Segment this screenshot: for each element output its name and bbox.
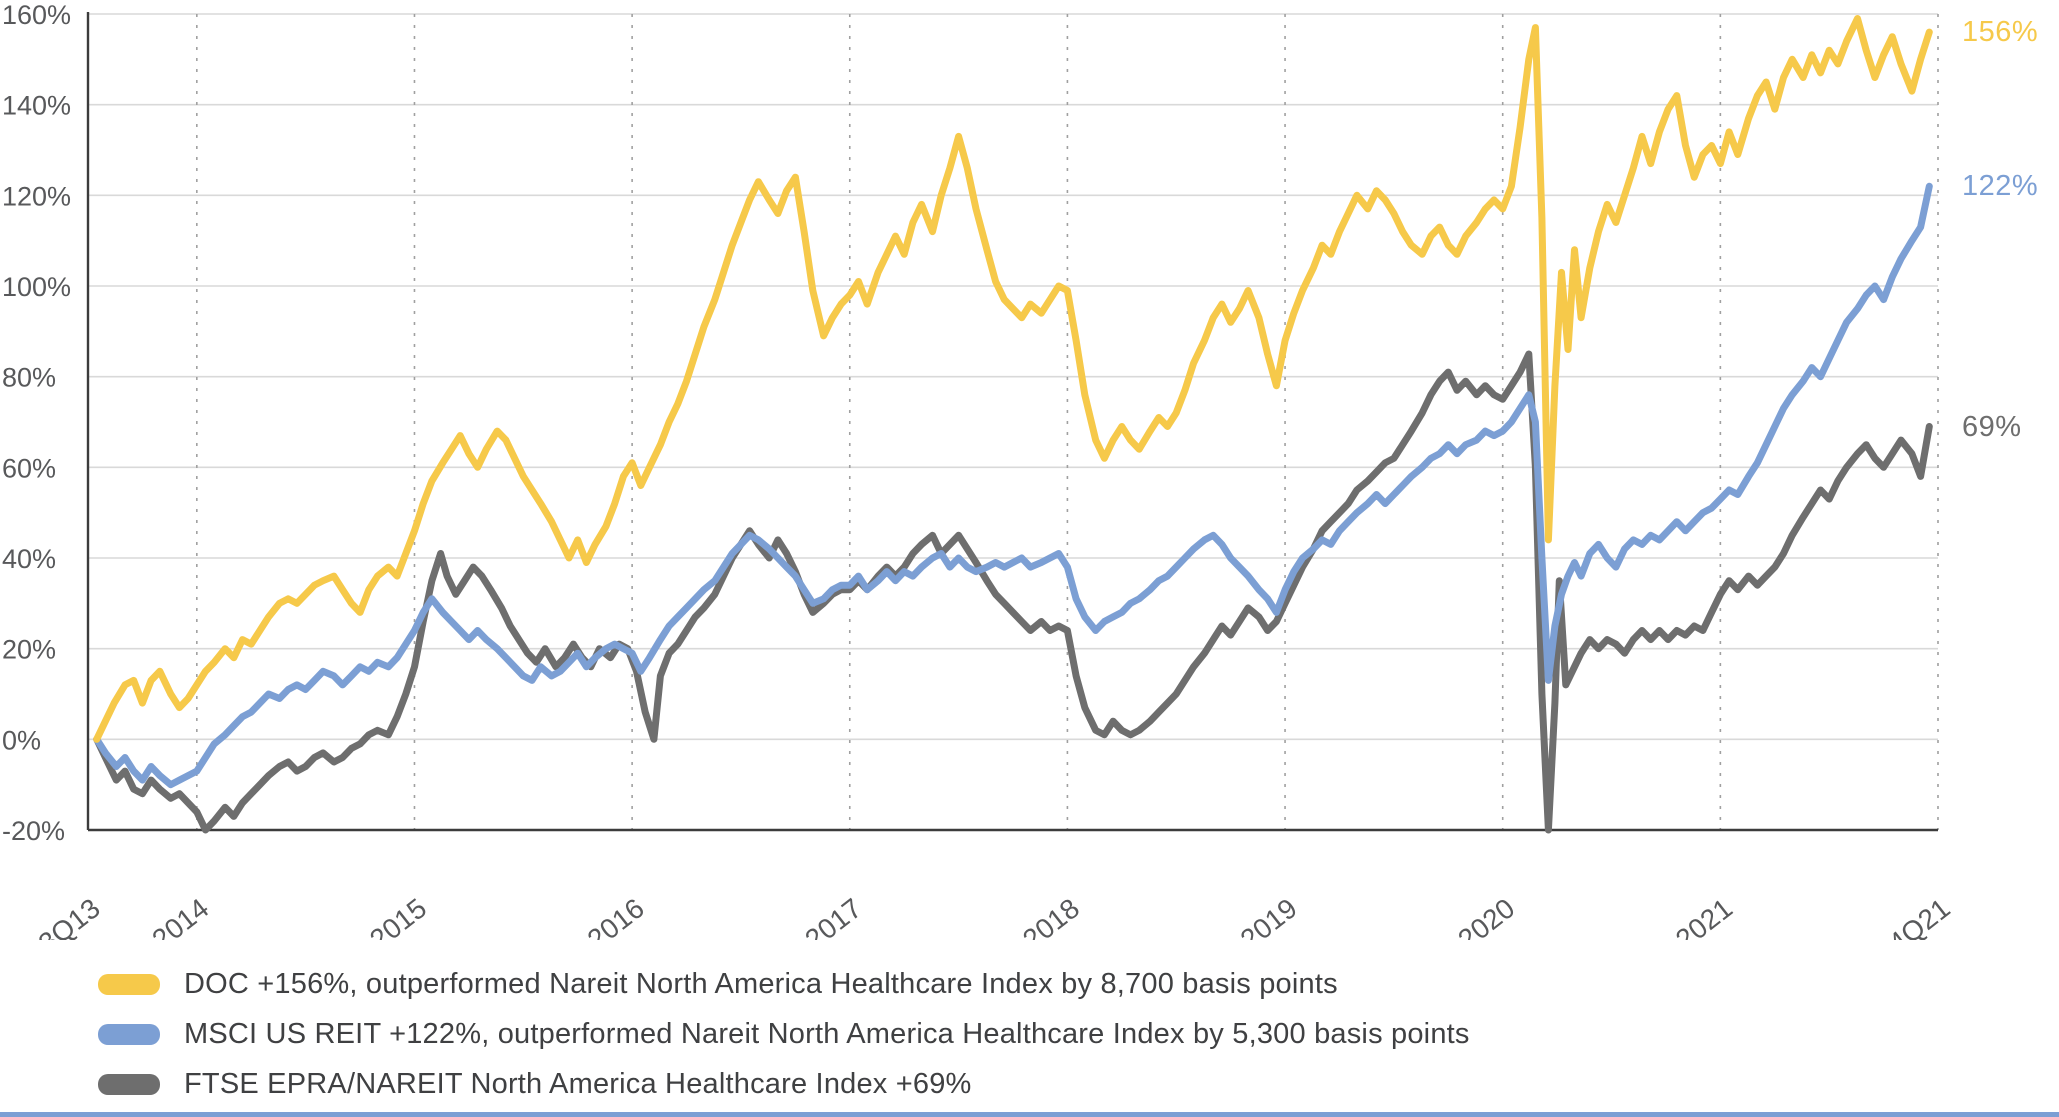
x-tick-label: 2018: [1017, 892, 1085, 940]
end-label-doc: 156%: [1962, 16, 2039, 49]
end-label-msci: 122%: [1962, 170, 2039, 203]
y-tick-label: 160%: [2, 0, 71, 30]
series-line-msci-us-reit: [93, 182, 1933, 789]
y-tick-label: 60%: [2, 453, 56, 483]
bottom-divider: [0, 1112, 2059, 1117]
x-tick-label: 2019: [1235, 892, 1303, 940]
legend-item-msci: MSCI US REIT +122%, outperformed Nareit …: [98, 1018, 1470, 1051]
legend-label-msci: MSCI US REIT +122%, outperformed Nareit …: [184, 1018, 1470, 1050]
series-line-doc: [93, 15, 1933, 743]
y-tick-label: -20%: [2, 816, 65, 846]
legend-label-doc: DOC +156%, outperformed Nareit North Ame…: [184, 968, 1338, 1000]
y-tick-label: 100%: [2, 272, 71, 302]
x-tick-label: 2015: [364, 892, 432, 940]
ftse-series-swatch: [98, 1074, 160, 1095]
x-tick-label: 2014: [146, 892, 214, 940]
y-tick-label: 40%: [2, 544, 56, 574]
x-tick-label: 2021: [1670, 892, 1738, 940]
legend-item-doc: DOC +156%, outperformed Nareit North Ame…: [98, 968, 1470, 1001]
msci-series-swatch: [98, 1024, 160, 1045]
y-tick-label: 0%: [2, 725, 41, 755]
end-label-ftse: 69%: [1962, 410, 2022, 443]
x-tick-label: 2016: [582, 892, 650, 940]
y-tick-label: 120%: [2, 181, 71, 211]
legend: DOC +156%, outperformed Nareit North Ame…: [98, 968, 1470, 1101]
y-tick-label: 80%: [2, 363, 56, 393]
x-tick-label: 2017: [799, 892, 867, 940]
line-chart: 160% 140% 120% 100% 80% 60% 40% 20% 0% -20% 3Q13 20…: [2, 0, 1956, 940]
x-tick-label: 4Q21: [1883, 892, 1956, 940]
legend-item-ftse: FTSE EPRA/NAREIT North America Healthcar…: [98, 1068, 1470, 1101]
legend-label-ftse: FTSE EPRA/NAREIT North America Healthcar…: [184, 1068, 972, 1100]
x-tick-label: 2020: [1452, 892, 1520, 940]
y-tick-label: 140%: [2, 91, 71, 121]
y-tick-label: 20%: [2, 635, 56, 665]
series-line-ftse-epra-nareit-north-america-healthcare-index: [93, 350, 1933, 834]
doc-series-swatch: [98, 974, 160, 995]
x-tick-label: 3Q13: [33, 892, 106, 940]
